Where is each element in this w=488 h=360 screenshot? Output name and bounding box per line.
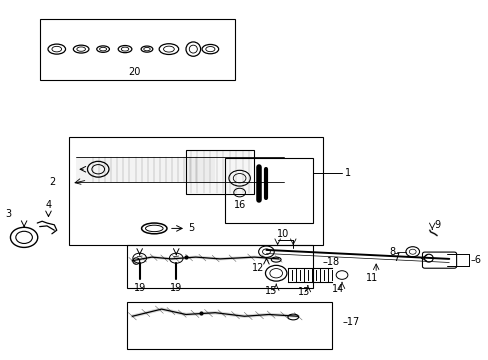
Text: 15: 15 bbox=[264, 286, 277, 296]
Text: 9: 9 bbox=[433, 220, 439, 230]
Text: 19: 19 bbox=[133, 283, 145, 293]
Bar bbox=[127, 244, 312, 288]
Bar bbox=[224, 158, 312, 223]
Text: –17: –17 bbox=[341, 317, 359, 327]
Text: 5: 5 bbox=[188, 224, 194, 233]
Text: 4: 4 bbox=[45, 200, 51, 210]
Text: –18: –18 bbox=[322, 257, 339, 267]
Text: 10: 10 bbox=[277, 229, 289, 239]
Text: –6: –6 bbox=[469, 255, 480, 265]
Text: 12: 12 bbox=[251, 263, 264, 273]
Text: 14: 14 bbox=[331, 284, 344, 294]
Text: 11: 11 bbox=[366, 273, 378, 283]
Bar bbox=[185, 149, 254, 194]
Text: 2: 2 bbox=[49, 177, 56, 187]
Bar bbox=[127, 302, 331, 348]
Text: 13: 13 bbox=[297, 287, 309, 297]
Bar bbox=[40, 19, 234, 80]
Text: 7: 7 bbox=[392, 253, 399, 263]
Bar bbox=[69, 137, 322, 244]
Text: 19: 19 bbox=[170, 283, 182, 293]
Text: 20: 20 bbox=[128, 67, 141, 77]
Text: 1: 1 bbox=[344, 168, 350, 178]
Text: 8: 8 bbox=[389, 247, 395, 257]
Text: 16: 16 bbox=[233, 200, 245, 210]
Text: 3: 3 bbox=[5, 209, 11, 219]
